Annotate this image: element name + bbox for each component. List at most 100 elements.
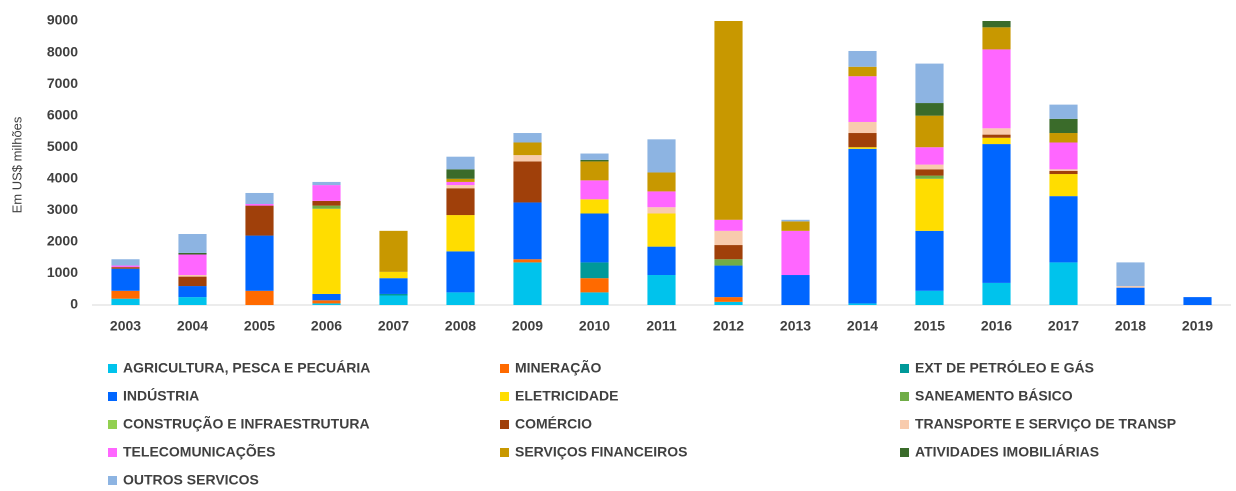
bar-segment [848,133,877,148]
bar-segment [312,300,341,304]
bar-segment [848,50,877,67]
x-tick-label: 2004 [177,318,208,334]
bar-segment [379,293,408,296]
bar-segment [781,230,810,276]
bar-segment [1116,286,1145,288]
bar-segment [580,199,609,214]
bar-segment [848,147,877,149]
x-tick-label: 2005 [244,318,275,334]
bar-segment [915,178,944,231]
legend-label: OUTROS SERVICOS [123,472,259,486]
x-tick-label: 2008 [445,318,476,334]
bar-segment [446,178,475,182]
bar-segment [982,134,1011,138]
bar-segment [1049,104,1078,119]
bar-segment [178,276,207,287]
bar-segment [312,208,341,294]
bar-segment [446,181,475,186]
bar-segment [513,155,542,162]
bar-segment [245,290,274,305]
bar-segment [379,271,408,279]
legend-swatch [500,420,509,429]
y-tick-label: 0 [70,296,78,312]
bar-segment [647,191,676,208]
bar-segment [848,66,877,77]
bar-segment [580,262,609,279]
x-tick-label: 2016 [981,318,1012,334]
bar-segment [580,161,609,181]
bar-segment [111,267,140,269]
bar-segment [1049,196,1078,263]
bar-segment [982,128,1011,135]
bar-segment [513,259,542,263]
legend-label: ELETRICIDADE [515,388,618,404]
bar-segment [178,297,207,305]
bar-segment [848,121,877,134]
bar-segment [915,164,944,170]
y-axis-label: Em US$ milhões [9,116,24,213]
bar-segment [379,295,408,305]
bar-segment [513,142,542,156]
bar-segment [647,139,676,173]
legend-swatch [500,364,509,373]
bar-segment [915,147,944,165]
bar-segment [714,21,743,220]
x-tick-label: 2017 [1048,318,1079,334]
bar-segment [714,301,743,305]
y-tick-label: 1000 [47,264,78,280]
legend-swatch [108,448,117,457]
bar-segment [1049,142,1078,170]
x-tick-label: 2010 [579,318,610,334]
bar-segment [446,185,475,189]
y-tick-label: 7000 [47,75,78,91]
bar-segment [915,230,944,291]
legend-label: TELECOMUNICAÇÕES [123,443,275,460]
legend-swatch [900,420,909,429]
legend-swatch [108,476,117,485]
bar-segment [178,286,207,298]
bar-segment [513,262,542,305]
bar-segment [647,213,676,247]
bar-segment [312,205,341,209]
bar-segment [848,148,877,304]
y-tick-label: 5000 [47,138,78,154]
bar-segment [915,63,944,104]
bar-segment [714,245,743,260]
bar-segment [714,230,743,246]
bar-segment [915,115,944,148]
bar-segment [781,275,810,305]
bar-segment [245,205,274,236]
bar-segment [446,156,475,170]
bar-segment [446,188,475,216]
bar-segment [580,213,609,263]
legend-swatch [500,448,509,457]
legend-swatch [108,420,117,429]
x-tick-label: 2015 [914,318,945,334]
y-tick-label: 9000 [47,12,78,28]
bar-segment [1049,170,1078,175]
bar-segment [178,275,207,277]
bar-segment [312,303,341,305]
bar-segment [647,275,676,305]
bar-segment [982,27,1011,50]
legend-swatch [900,448,909,457]
bar-segment [111,290,140,299]
bar-segment [647,246,676,276]
bar-segment [714,219,743,231]
bar-segment [982,282,1011,305]
y-tick-label: 3000 [47,201,78,217]
bar-segment [379,230,408,272]
bar-segment [111,259,140,266]
bar-segment [312,185,341,201]
legend-swatch [108,392,117,401]
bar-segment [982,144,1011,283]
bar-segment [1049,174,1078,197]
x-tick-label: 2003 [110,318,141,334]
bar-segment [714,297,743,302]
y-tick-label: 6000 [47,106,78,122]
bar-segment [714,259,743,266]
x-tick-label: 2012 [713,318,744,334]
bar-segment [580,153,609,160]
bar-segment [982,137,1011,145]
